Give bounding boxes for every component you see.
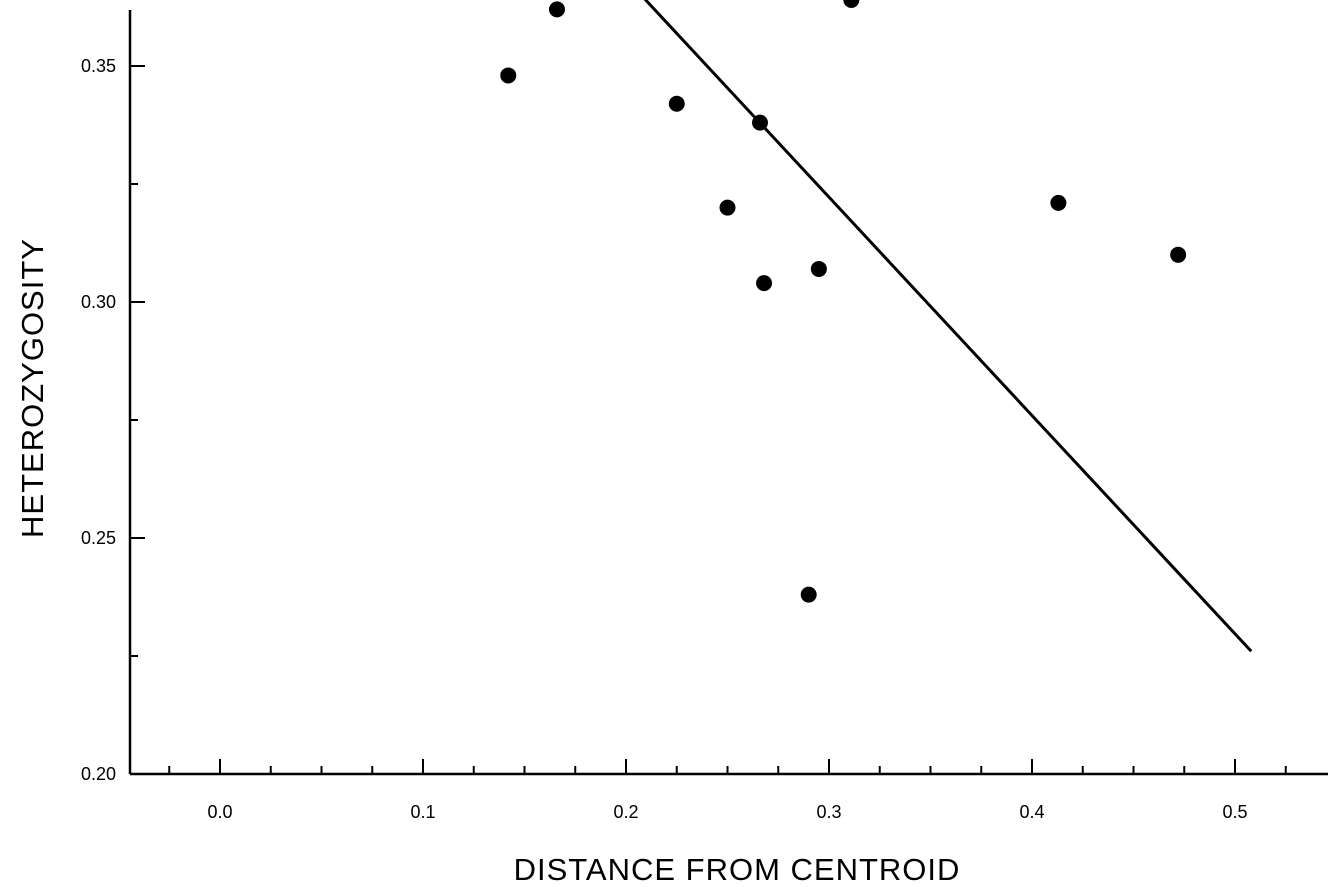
data-point — [800, 586, 817, 603]
x-tick-label: 0.0 — [207, 802, 232, 822]
y-tick-label: 0.25 — [81, 528, 116, 548]
axes — [128, 10, 1328, 776]
y-tick-label: 0.20 — [81, 764, 116, 784]
data-point — [810, 260, 827, 277]
ticks — [130, 65, 1287, 775]
data-point — [548, 1, 565, 18]
data-point — [756, 275, 773, 292]
data-point — [751, 114, 768, 131]
data-point — [843, 0, 860, 8]
regression-line — [643, 0, 1253, 653]
x-tick-label: 0.4 — [1019, 802, 1044, 822]
x-axis-title: DISTANCE FROM CENTROID — [514, 852, 961, 887]
x-tick-label: 0.2 — [613, 802, 638, 822]
x-tick-label: 0.5 — [1222, 802, 1247, 822]
data-point — [1170, 246, 1187, 263]
data-point — [1050, 194, 1067, 211]
data-points — [500, 0, 1187, 603]
tick-labels: 0.00.10.20.30.40.50.200.250.300.350.400.… — [81, 56, 1248, 822]
y-axis-title: HETEROZYGOSITY — [15, 238, 50, 538]
data-point — [500, 67, 517, 84]
data-point — [719, 199, 736, 216]
data-point — [668, 95, 685, 112]
x-tick-label: 0.1 — [410, 802, 435, 822]
y-tick-label: 0.35 — [81, 56, 116, 76]
y-tick-label: 0.30 — [81, 292, 116, 312]
x-tick-label: 0.3 — [816, 802, 841, 822]
